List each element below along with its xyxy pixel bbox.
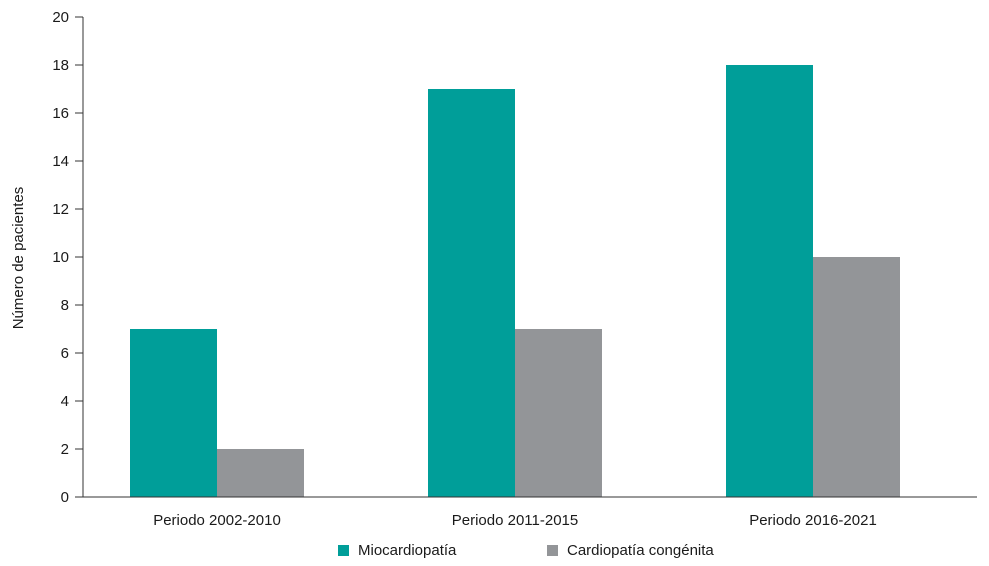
y-tick-label-10: 10 <box>52 249 69 266</box>
y-tick-label-6: 6 <box>61 345 69 362</box>
legend-swatch-cardiopatia-congenita <box>547 545 558 556</box>
legend-item-cardiopatia-congenita: Cardiopatía congénita <box>547 542 714 559</box>
legend-swatch-miocardiopatia <box>338 545 349 556</box>
y-tick-label-2: 2 <box>61 441 69 458</box>
bar-miocardiopatia-periodo-2016-2021 <box>726 65 813 497</box>
bar-miocardiopatia-periodo-2011-2015 <box>428 89 515 497</box>
legend-label-miocardiopatia: Miocardiopatía <box>358 542 457 559</box>
y-tick-label-16: 16 <box>52 105 69 122</box>
y-tick-label-0: 0 <box>61 489 69 506</box>
bar-cardiopatia-congenita-periodo-2002-2010 <box>217 449 304 497</box>
y-tick-label-20: 20 <box>52 9 69 26</box>
y-tick-label-18: 18 <box>52 57 69 74</box>
legend-item-miocardiopatia: Miocardiopatía <box>338 542 456 559</box>
x-axis: Periodo 2002-2010 Periodo 2011-2015 Period… <box>153 512 877 529</box>
y-tick-label-8: 8 <box>61 297 69 314</box>
y-tick-label-14: 14 <box>52 153 69 170</box>
x-tick-label-periodo-2011-2015: Periodo 2011-2015 <box>452 512 579 529</box>
bar-cardiopatia-congenita-periodo-2016-2021 <box>813 257 900 497</box>
y-axis: 0 2 4 6 8 10 12 14 16 18 20 <box>52 9 83 506</box>
x-tick-label-periodo-2002-2010: Periodo 2002-2010 <box>153 512 281 529</box>
y-axis-label: Número de pacientes <box>10 187 27 330</box>
y-tick-label-4: 4 <box>61 393 69 410</box>
bar-miocardiopatia-periodo-2002-2010 <box>130 329 217 497</box>
legend: Miocardiopatía Cardiopatía congénita <box>0 542 989 562</box>
legend-label-cardiopatia-congenita: Cardiopatía congénita <box>567 542 714 559</box>
y-tick-label-12: 12 <box>52 201 69 218</box>
x-tick-label-periodo-2016-2021: Periodo 2016-2021 <box>749 512 877 529</box>
bars-group <box>130 65 900 497</box>
bar-cardiopatia-congenita-periodo-2011-2015 <box>515 329 602 497</box>
